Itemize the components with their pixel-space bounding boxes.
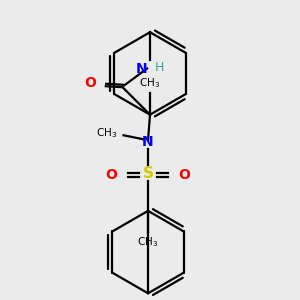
Text: N: N [142,135,154,149]
Text: N: N [135,62,147,76]
Text: H: H [155,61,164,74]
Text: CH$_3$: CH$_3$ [137,236,159,249]
Text: O: O [84,76,96,90]
Text: O: O [106,167,118,182]
Text: S: S [142,166,154,181]
Text: CH$_3$: CH$_3$ [96,126,118,140]
Text: CH$_3$: CH$_3$ [140,76,160,90]
Text: O: O [178,167,190,182]
